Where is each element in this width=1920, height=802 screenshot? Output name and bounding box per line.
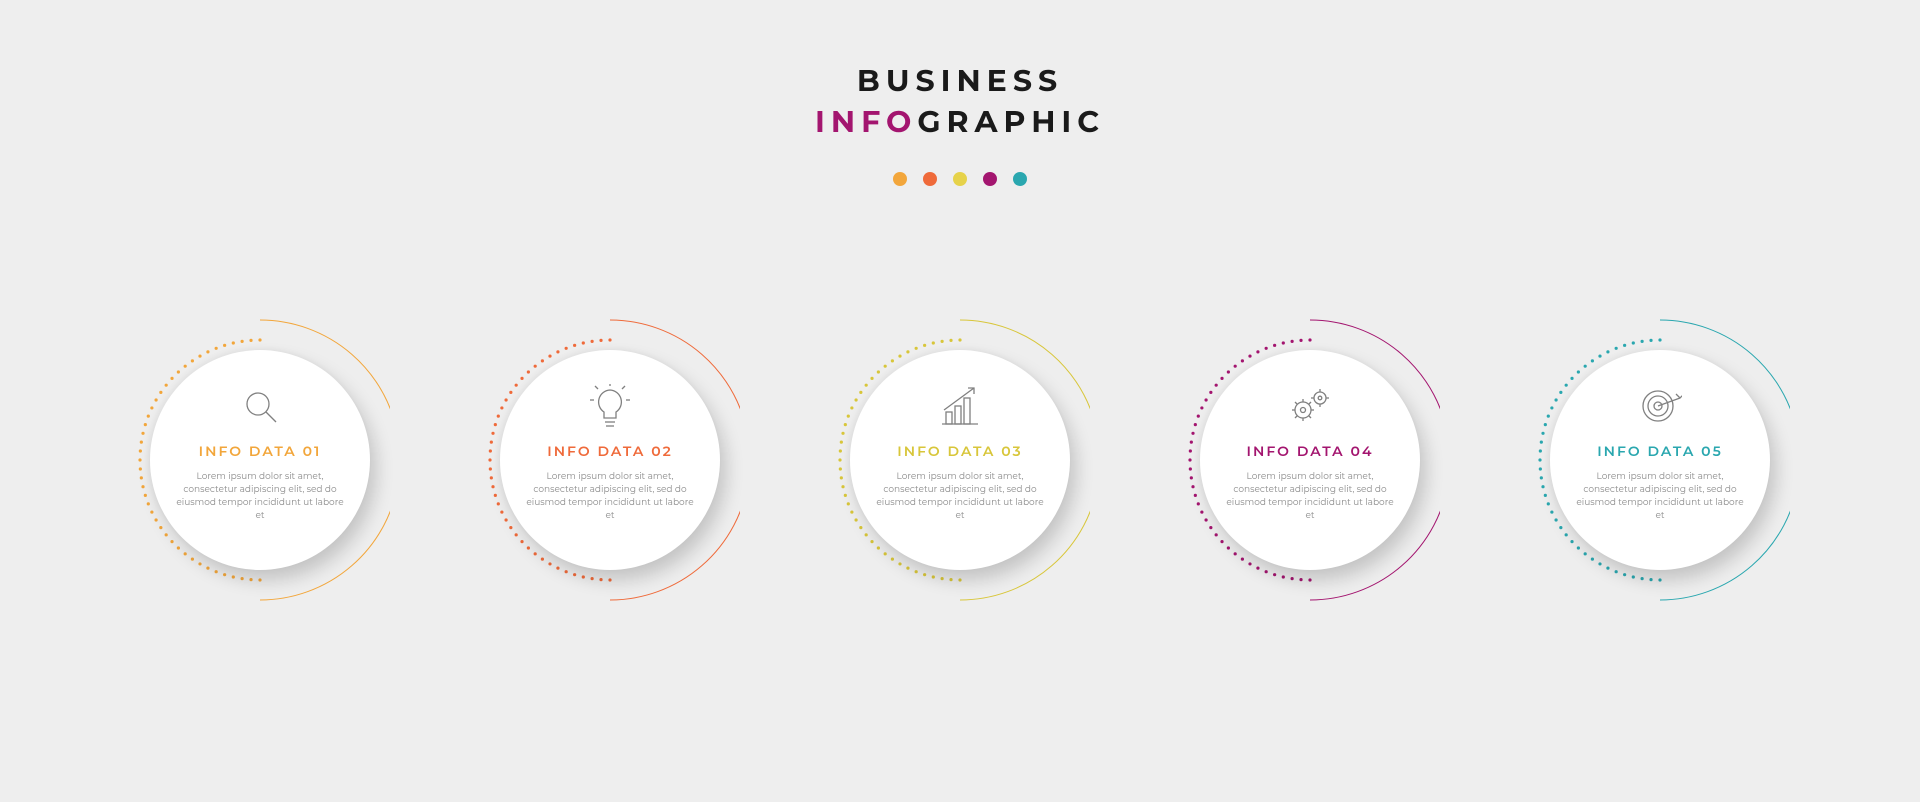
step-05: INFO DATA 05 Lorem ipsum dolor sit amet,… — [1530, 310, 1790, 610]
palette-dot-5 — [1013, 172, 1027, 186]
bulb-icon — [588, 378, 632, 434]
step-label-02: INFO DATA 02 — [547, 442, 673, 460]
step-body-04: Lorem ipsum dolor sit amet, consectetur … — [1226, 470, 1394, 522]
step-04: INFO DATA 04 Lorem ipsum dolor sit amet,… — [1180, 310, 1440, 610]
step-disc-04: INFO DATA 04 Lorem ipsum dolor sit amet,… — [1200, 350, 1420, 570]
step-label-04: INFO DATA 04 — [1247, 442, 1374, 460]
palette-dot-4 — [983, 172, 997, 186]
step-disc-02: INFO DATA 02 Lorem ipsum dolor sit amet,… — [500, 350, 720, 570]
step-03: INFO DATA 03 Lorem ipsum dolor sit amet,… — [830, 310, 1090, 610]
title-line-2: INFOGRAPHIC — [0, 103, 1920, 140]
barchart-icon — [938, 378, 982, 434]
magnifier-icon — [238, 378, 282, 434]
step-disc-03: INFO DATA 03 Lorem ipsum dolor sit amet,… — [850, 350, 1070, 570]
step-02: INFO DATA 02 Lorem ipsum dolor sit amet,… — [480, 310, 740, 610]
gears-icon — [1288, 378, 1332, 434]
title-accent: INFO — [815, 103, 917, 140]
steps-row: INFO DATA 01 Lorem ipsum dolor sit amet,… — [0, 310, 1920, 610]
step-label-01: INFO DATA 01 — [199, 442, 322, 460]
target-icon — [1638, 378, 1682, 434]
title-block: BUSINESS INFOGRAPHIC — [0, 62, 1920, 140]
step-body-02: Lorem ipsum dolor sit amet, consectetur … — [526, 470, 694, 522]
step-01: INFO DATA 01 Lorem ipsum dolor sit amet,… — [130, 310, 390, 610]
step-disc-01: INFO DATA 01 Lorem ipsum dolor sit amet,… — [150, 350, 370, 570]
palette-dot-1 — [893, 172, 907, 186]
step-label-03: INFO DATA 03 — [897, 442, 1022, 460]
palette-dot-3 — [953, 172, 967, 186]
step-disc-05: INFO DATA 05 Lorem ipsum dolor sit amet,… — [1550, 350, 1770, 570]
step-body-03: Lorem ipsum dolor sit amet, consectetur … — [876, 470, 1044, 522]
palette-dots-row — [0, 172, 1920, 186]
step-body-05: Lorem ipsum dolor sit amet, consectetur … — [1576, 470, 1744, 522]
step-body-01: Lorem ipsum dolor sit amet, consectetur … — [176, 470, 344, 522]
infographic-canvas: BUSINESS INFOGRAPHIC INFO DATA 01 Lorem … — [0, 0, 1920, 802]
step-label-05: INFO DATA 05 — [1597, 442, 1723, 460]
title-suffix: GRAPHIC — [917, 103, 1105, 140]
title-line-1: BUSINESS — [0, 62, 1920, 99]
palette-dot-2 — [923, 172, 937, 186]
